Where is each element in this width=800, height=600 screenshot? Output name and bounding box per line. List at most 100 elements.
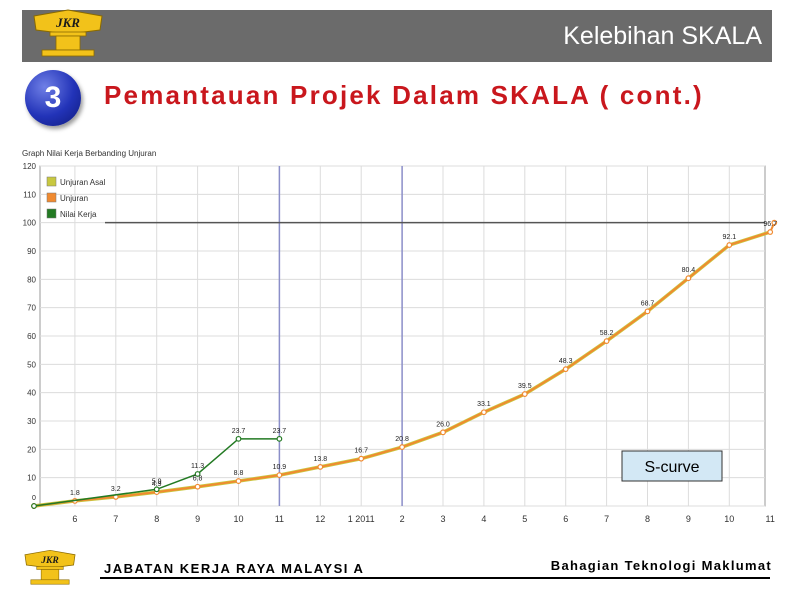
x-tick-label: 11	[766, 514, 775, 524]
y-tick-label: 90	[27, 247, 36, 256]
x-tick-label: 3	[440, 514, 445, 524]
footer-jkr-logo-icon: JKR	[24, 549, 76, 585]
data-label: 26.0	[436, 421, 450, 428]
data-point	[521, 391, 528, 397]
data-label: 8.8	[234, 470, 244, 477]
s-curve-chart: Graph Nilai Kerja Berbanding Unjuran 0 10…	[22, 149, 778, 524]
footer-department: Bahagian Teknologi Maklumat	[550, 558, 772, 573]
x-tick-label: 4	[481, 514, 486, 524]
data-label: 39.5	[518, 383, 532, 390]
annotation-text: S-curve	[644, 459, 699, 476]
data-label: 10.9	[273, 464, 287, 471]
data-point	[726, 242, 733, 248]
data-label: 4.9	[152, 481, 162, 488]
data-label: 48.3	[559, 358, 573, 365]
chart-title: Graph Nilai Kerja Berbanding Unjuran	[22, 149, 156, 158]
data-label: 13.8	[313, 456, 327, 463]
logo-text: JKR	[55, 15, 80, 30]
data-point	[235, 435, 242, 442]
x-tick-label: 9	[686, 514, 691, 524]
data-point	[767, 229, 774, 235]
legend-label: Unjuran	[60, 194, 88, 203]
legend-swatch	[46, 192, 57, 203]
data-label: 68.7	[641, 300, 655, 307]
y-tick-label: 50	[27, 360, 36, 369]
data-label: 1.8	[70, 490, 80, 497]
data-label: 11.3	[191, 463, 204, 470]
legend-swatch	[46, 208, 57, 219]
data-label: 0	[32, 495, 36, 502]
data-point	[440, 429, 446, 436]
data-label: 3.2	[111, 486, 121, 493]
series-line	[33, 222, 776, 507]
data-point	[358, 455, 365, 462]
x-tick-label: 11	[275, 514, 284, 524]
data-point	[235, 478, 242, 484]
y-tick-label: 110	[23, 190, 36, 199]
slide-subtitle: Pemantauan Projek Dalam SKALA ( cont.)	[104, 80, 704, 110]
chart-label-layer: 0 1.8 3.2 4.9 6.8 8.8 10.9 13.8 16.7 20.8 26.0 33.1…	[32, 221, 777, 502]
x-tick-label: 6	[563, 514, 568, 524]
data-label: 23.7	[232, 428, 246, 435]
data-label: 58.2	[600, 330, 614, 337]
y-tick-label: 40	[27, 389, 36, 398]
y-tick-label: 100	[23, 219, 37, 228]
x-tick-label: 7	[113, 514, 118, 524]
y-tick-label: 60	[27, 332, 36, 341]
header-bar: Kelebihan SKALA	[22, 10, 772, 62]
data-label: 96.7	[763, 221, 777, 228]
data-point	[603, 338, 610, 345]
x-tick-label: 5	[522, 514, 527, 524]
data-point	[276, 435, 283, 442]
x-tick-label: 8	[154, 514, 159, 524]
x-tick-label: 6	[72, 514, 77, 524]
data-point	[194, 471, 201, 477]
x-tick-label: 10	[724, 514, 734, 524]
data-point	[153, 486, 160, 493]
data-point	[31, 503, 37, 509]
footer-logo-text: JKR	[40, 555, 59, 566]
x-tick-label: 7	[604, 514, 609, 524]
y-tick-label: 20	[27, 445, 36, 454]
y-tick-label: 80	[27, 275, 36, 284]
data-label: 92.1	[722, 234, 736, 241]
data-point	[562, 366, 569, 373]
x-tick-label: 2	[400, 514, 405, 524]
footer-org-name: JABATAN KERJA RAYA MALAYSI A	[104, 561, 365, 576]
data-label: 5.9	[152, 478, 162, 485]
data-point	[644, 308, 651, 315]
data-label: 23.7	[273, 428, 287, 435]
x-tick-label: 9	[195, 514, 200, 524]
data-point	[685, 275, 692, 282]
chart-legend: Unjuran Asal Unjuran Nilai Kerja	[46, 176, 106, 219]
data-point	[194, 483, 201, 490]
x-tick-label: 1 2011	[348, 514, 375, 524]
y-tick-label: 30	[27, 417, 36, 426]
jkr-logo-icon: JKR	[33, 9, 103, 57]
data-label: 6.8	[193, 476, 203, 483]
data-point	[317, 464, 324, 470]
data-point	[399, 444, 406, 450]
data-label: 33.1	[477, 401, 491, 408]
s-curve-annotation: S-curve	[621, 450, 723, 482]
header-title: Kelebihan SKALA	[563, 22, 762, 50]
data-label: 80.4	[682, 267, 696, 274]
legend-swatch	[46, 176, 57, 187]
data-point	[771, 219, 778, 226]
slide-number: 3	[44, 81, 62, 114]
slide-number-badge: 3	[25, 70, 81, 126]
data-label: 16.7	[354, 448, 368, 455]
data-point	[481, 409, 487, 416]
data-label: 20.8	[395, 436, 409, 443]
y-tick-label: 120	[23, 162, 37, 171]
x-tick-label: 8	[645, 514, 650, 524]
legend-label: Unjuran Asal	[60, 178, 106, 187]
legend-label: Nilai Kerja	[60, 210, 97, 219]
chart-series-layer	[31, 219, 778, 509]
x-tick-label: 10	[233, 514, 243, 524]
data-point	[276, 472, 283, 479]
footer-divider	[100, 577, 770, 579]
y-tick-label: 10	[27, 474, 36, 483]
x-tick-label: 12	[315, 514, 325, 524]
y-tick-label: 70	[27, 304, 36, 313]
